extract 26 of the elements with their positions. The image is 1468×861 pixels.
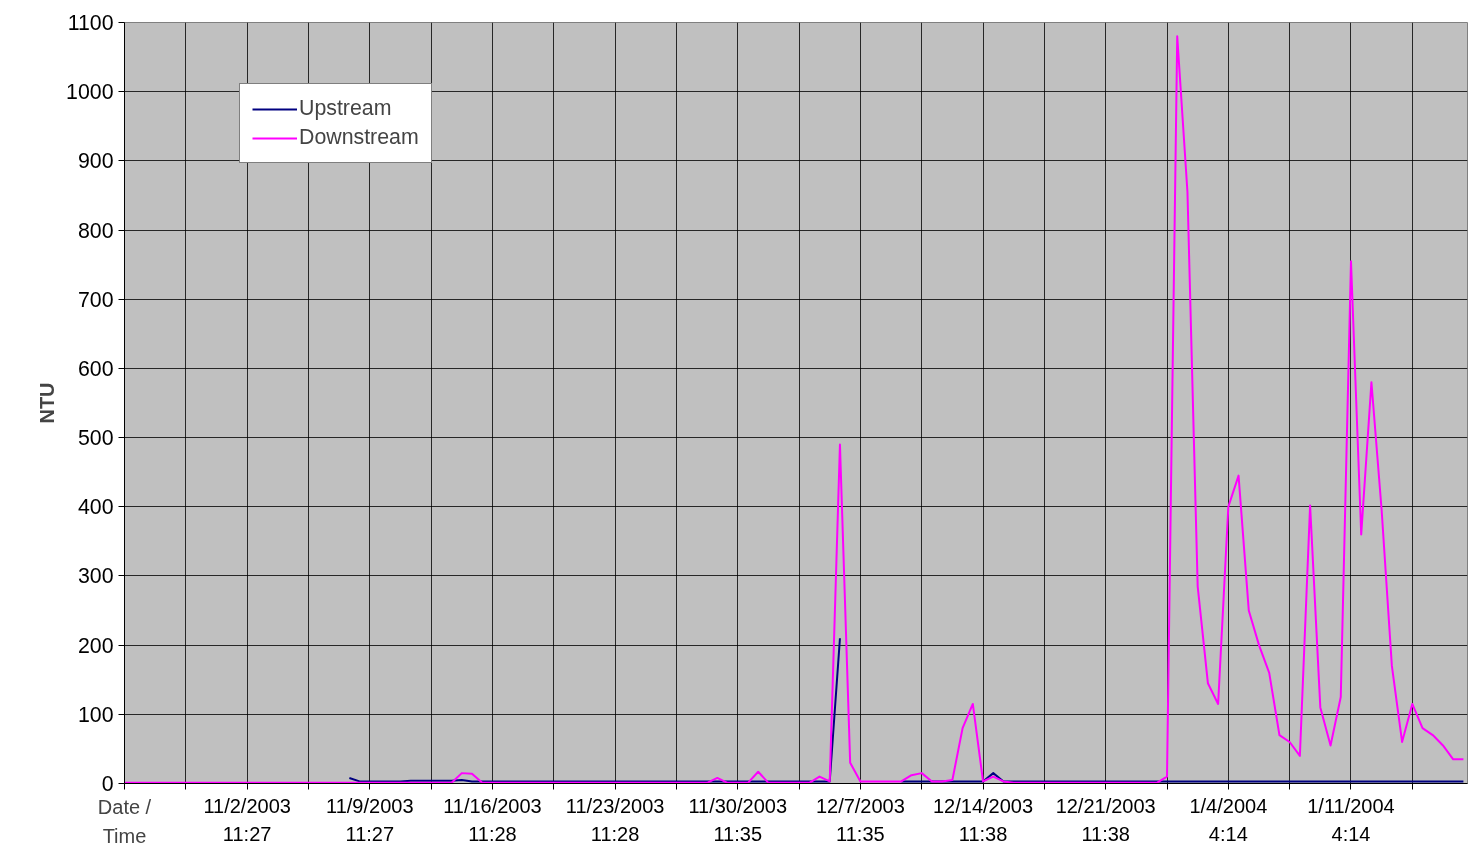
y-tick-label: 0 (101, 772, 114, 796)
x-tick-label: 1/4/2004 4:14 (1189, 794, 1268, 846)
x-tick-label: 11/2/2003 11:27 (203, 794, 291, 846)
y-tick-label: 900 (77, 149, 114, 174)
y-tick-label: 300 (77, 564, 114, 589)
x-tick-label: 12/7/2003 11:35 (815, 794, 905, 846)
legend-label: Downstream (299, 125, 419, 150)
y-tick-label: 700 (77, 287, 114, 312)
y-tick-label: 500 (77, 426, 114, 451)
y-tick-label: 600 (77, 356, 114, 381)
x-tick-label: 11/23/2003 11:28 (565, 794, 665, 846)
x-tick-label: 11/9/2003 11:27 (326, 794, 414, 846)
x-tick-label: 11/16/2003 11:28 (443, 794, 542, 846)
y-tick-label: 1100 (67, 11, 114, 35)
x-tick-label: 12/21/2003 11:38 (1055, 794, 1156, 846)
y-tick-label: 1000 (66, 80, 114, 105)
y-tick-label: 800 (77, 218, 114, 243)
y-tick-label: 200 (77, 633, 114, 658)
x-tick-label: 12/14/2003 11:38 (932, 794, 1034, 846)
legend-label: Upstream (299, 96, 392, 121)
x-tick-label: 11/30/2003 11:35 (688, 794, 788, 846)
x-axis-title: Date / Time (97, 796, 152, 847)
y-tick-label: 400 (77, 495, 114, 520)
y-tick-label: 100 (77, 702, 114, 727)
x-tick-label: 1/11/2004 4:14 (1307, 794, 1395, 846)
y-axis-title: NTU (36, 382, 59, 424)
